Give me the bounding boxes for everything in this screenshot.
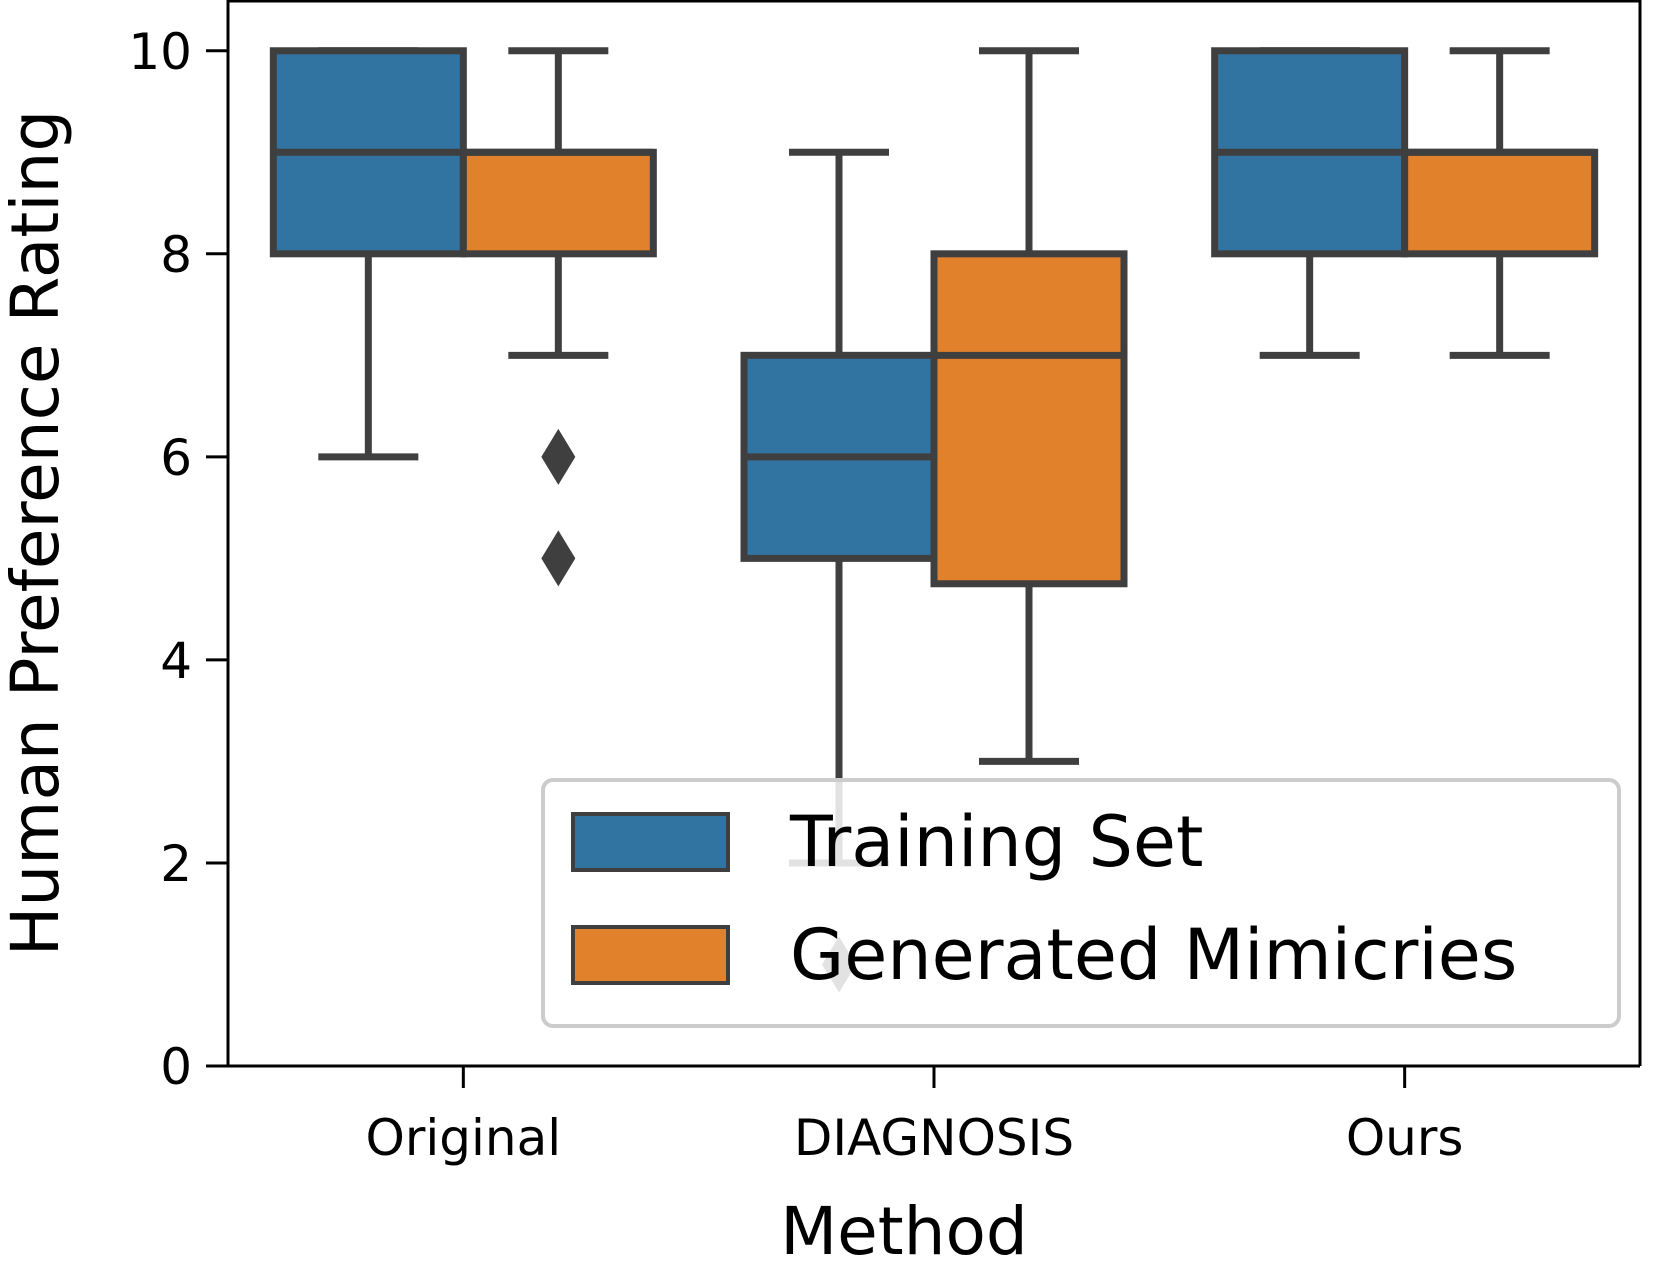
x-axis-title: Method xyxy=(780,1193,1028,1270)
y-tick-label-10: 10 xyxy=(128,23,192,81)
legend-label-training-set: Training Set xyxy=(789,801,1203,883)
legend-label-generated-mimicries: Generated Mimicries xyxy=(790,914,1517,996)
y-axis-title: Human Preference Rating xyxy=(0,110,74,957)
legend-swatch-training-set xyxy=(571,812,730,872)
y-tick-label-0: 0 xyxy=(160,1038,192,1096)
y-tick-label-8: 8 xyxy=(160,226,192,284)
box-generated-mimicries-ours xyxy=(1401,47,1599,359)
y-tick-label-6: 6 xyxy=(160,429,192,487)
box-body-generated-mimicries-original xyxy=(459,148,657,258)
legend-frame xyxy=(541,778,1621,1028)
box-body-generated-mimicries-diagnosis xyxy=(930,250,1128,588)
outlier-marker-generated-mimicries-original-0 xyxy=(541,428,576,485)
box-training-set-original xyxy=(269,47,467,461)
y-tick-label-4: 4 xyxy=(160,632,192,690)
box-generated-mimicries-diagnosis xyxy=(930,47,1128,765)
legend-swatch-generated-mimicries xyxy=(571,925,730,985)
x-tick-label-diagnosis: DIAGNOSIS xyxy=(794,1109,1074,1167)
box-generated-mimicries-original xyxy=(459,47,657,587)
x-tick-label-ours: Ours xyxy=(1346,1109,1464,1167)
y-tick-label-2: 2 xyxy=(160,835,192,893)
outlier-marker-generated-mimicries-original-1 xyxy=(541,530,576,587)
x-tick-label-original: Original xyxy=(366,1109,562,1167)
box-body-generated-mimicries-ours xyxy=(1401,148,1599,258)
